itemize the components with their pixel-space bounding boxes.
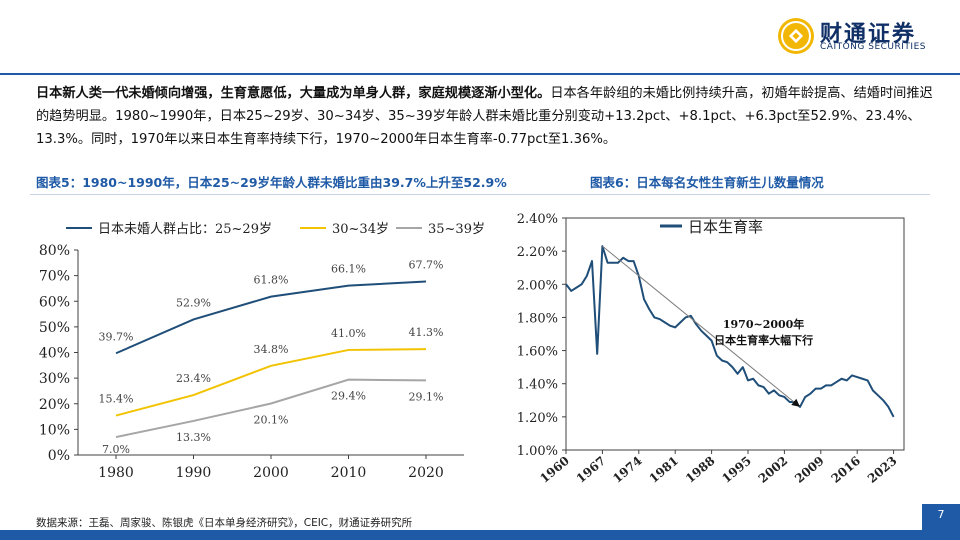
chart1-data-label: 61.8% — [254, 274, 289, 287]
chart1-data-label: 7.0% — [102, 443, 130, 456]
chart2-legend-label: 日本生育率 — [688, 218, 763, 236]
chart1-data-label: 15.4% — [99, 393, 134, 406]
chart2-x-tick-label: 2002 — [756, 454, 791, 486]
figure6-title: 图表6：日本每名女性生育新生儿数量情况 — [590, 175, 824, 190]
chart1-y-tick-label: 20% — [39, 397, 70, 413]
chart1-data-label: 13.3% — [176, 431, 211, 444]
chart1-y-tick-label: 60% — [39, 294, 70, 310]
chart2-y-tick-label: 1.20% — [517, 411, 558, 426]
chart1-y-tick-label: 40% — [39, 346, 70, 362]
chart2-y-tick-label: 1.00% — [517, 444, 558, 459]
brand-name: 财通证券 — [820, 22, 917, 47]
chart1-data-label: 39.7% — [99, 330, 134, 343]
chart1-x-tick-label: 2010 — [331, 465, 367, 481]
chart2-x-tick-label: 2016 — [829, 454, 864, 486]
chart2-x-tick-label: 2023 — [865, 454, 900, 486]
page-number-tab — [922, 504, 960, 540]
chart1-data-label: 52.9% — [176, 296, 211, 309]
chart1-x-tick-label: 2000 — [253, 465, 289, 481]
chart1-data-label: 34.8% — [254, 343, 289, 356]
chart1-y-tick-label: 50% — [39, 320, 70, 336]
data-source: 数据来源：王磊、周家骏、陈银虎《日本单身经济研究》，CEIC，财通证券研究所 — [36, 517, 413, 529]
chart2-frame — [565, 217, 905, 451]
chart1-y-tick-label: 80% — [39, 243, 70, 259]
chart2-arrow-head — [791, 398, 800, 407]
chart2-x-tick-label: 1981 — [647, 454, 682, 486]
chart1-x-tick-label: 1990 — [176, 465, 212, 481]
chart2-legend: 日本生育率 — [660, 218, 763, 236]
unmarried-ratio-chart: 日本未婚人群占比：25~29岁 30~34岁 35~39岁 0% 10% 20% 30% 4… — [39, 222, 485, 481]
chart2-annotation-line1: 1970~2000年 — [723, 317, 804, 331]
chart2-x-tick-label: 1967 — [574, 454, 609, 486]
brand-logo: 财通证券 CAITONG SECURITIES — [776, 14, 936, 58]
footer-band — [0, 530, 960, 540]
chart2-x-tick-label: 1988 — [683, 454, 718, 486]
chart2-plot-frame — [565, 217, 905, 451]
figure5-title: 图表5：1980~1990年，日本25~29岁年龄人群未婚比重由39.7%上升至… — [36, 175, 507, 190]
chart2-y-tick-label: 2.40% — [517, 212, 558, 227]
chart2-y-tick-label: 2.00% — [517, 278, 558, 293]
chart1-x-tick-label: 2020 — [408, 465, 444, 481]
chart1-legend-label-3: 35~39岁 — [428, 222, 485, 237]
chart2-y-tick-label: 1.80% — [517, 311, 558, 326]
chart1-legend-label-1: 日本未婚人群占比：25~29岁 — [98, 222, 272, 237]
fertility-rate-chart: 1.00% 1.20% 1.40% 1.60% 1.80% 2.00% 2.20% 2.40%… — [517, 212, 905, 486]
chart1-legend-label-2: 30~34岁 — [332, 222, 389, 237]
chart1-data-label: 23.4% — [176, 372, 211, 385]
chart2-fertility-line — [565, 245, 895, 418]
header-rule — [0, 73, 960, 75]
body-paragraph: 日本新人类一代未婚倾向增强，生育意愿低，大量成为单身人群，家庭规模逐渐小型化。日… — [36, 82, 936, 151]
caitong-coin-logo-icon — [778, 18, 814, 54]
chart1-y-tick-label: 70% — [39, 269, 70, 285]
chart1-x-tick-label: 1980 — [98, 465, 134, 481]
chart2-y-tick-label: 1.60% — [517, 345, 558, 360]
header-band: 财通证券 CAITONG SECURITIES — [0, 0, 960, 72]
chart1-legend: 日本未婚人群占比：25~29岁 30~34岁 35~39岁 — [66, 222, 485, 237]
chart2-x-tick-label: 1974 — [610, 454, 645, 486]
chart1-data-label: 20.1% — [254, 413, 289, 426]
page-number: 7 — [937, 508, 945, 521]
chart1-data-label: 29.1% — [409, 390, 444, 403]
chart1-series-line-2 — [115, 348, 427, 417]
chart1-x-axis: 1980 1990 2000 2010 2020 — [78, 454, 464, 481]
chart1-data-label: 41.3% — [409, 326, 444, 339]
chart2-y-axis: 1.00% 1.20% 1.40% 1.60% 1.80% 2.00% 2.20% 2.40% — [517, 212, 566, 459]
chart2-trend-arrow — [602, 245, 801, 408]
brand-name-en: CAITONG SECURITIES — [820, 42, 926, 52]
chart1-y-tick-label: 0% — [48, 448, 70, 464]
chart1-y-tick-label: 30% — [39, 371, 70, 387]
chart2-x-axis: 1960 1967 1974 1981 1988 1995 2002 2009 2016 2023 — [537, 450, 900, 486]
chart1-data-label: 66.1% — [331, 263, 366, 276]
figure-divider — [30, 194, 930, 195]
chart1-y-tick-label: 10% — [39, 422, 70, 438]
chart2-y-tick-label: 2.20% — [517, 245, 558, 260]
chart1-data-label: 41.0% — [331, 327, 366, 340]
chart2-x-tick-label: 1995 — [719, 454, 754, 486]
chart1-data-label: 67.7% — [409, 259, 444, 272]
chart2-series — [565, 245, 895, 418]
chart1-data-labels: 39.7% 52.9% 61.8% 66.1% 67.7% 15.4% 23.4% 34.8%… — [99, 259, 444, 457]
chart1-series-line-3 — [115, 378, 427, 439]
paragraph-body: 日本各年龄组的未婚比例持续升高，初婚年龄提高、结婚时间推迟的趋势明显。1980~… — [36, 86, 933, 147]
chart2-x-tick-label: 2009 — [792, 454, 827, 486]
chart2-y-tick-label: 1.40% — [517, 378, 558, 393]
chart2-annotation-line2: 日本生育率大幅下行 — [714, 333, 813, 347]
chart1-series — [115, 280, 427, 439]
chart1-y-axis: 0% 10% 20% 30% 40% 50% 60% 70% 80% — [39, 243, 79, 464]
chart1-data-label: 29.4% — [331, 390, 366, 403]
paragraph-lead: 日本新人类一代未婚倾向增强，生育意愿低，大量成为单身人群，家庭规模逐渐小型化。 — [36, 86, 551, 101]
